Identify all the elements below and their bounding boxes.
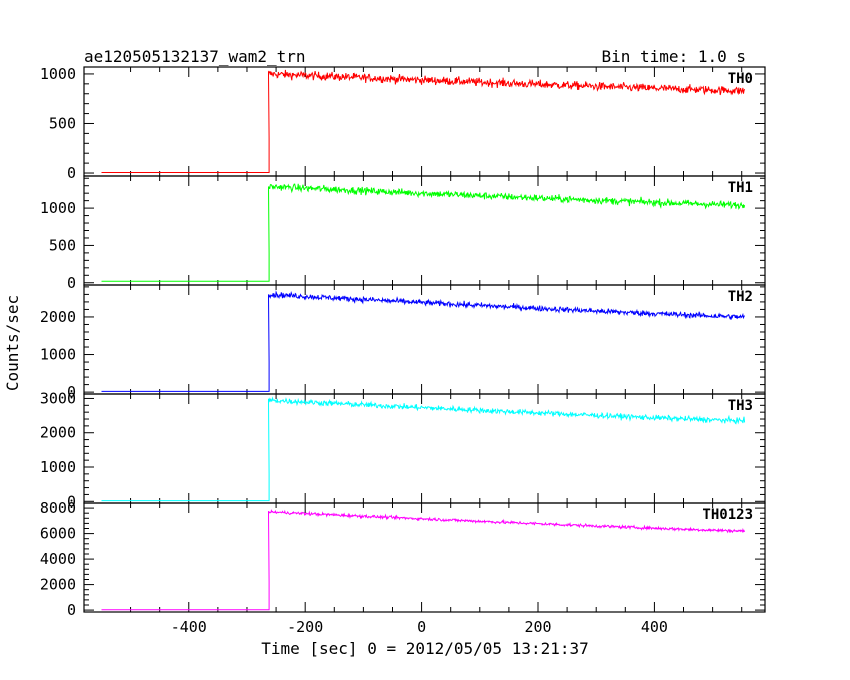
panel-frame [83,175,766,286]
x-tick-label: -200 [287,618,323,636]
series-line-th3 [101,396,746,502]
y-tick-label: 1000 [40,458,76,476]
y-tick-label: 1000 [40,65,76,83]
panel-th2: 0 1000 2000 TH2 [40,284,766,401]
y-tick-label: 8000 [40,499,76,517]
y-tick-label: 0 [67,274,76,292]
panel-th0: 0 500 1000 TH0 [40,65,766,182]
panel-th0123: 0 2000 4000 6000 8000 TH0123 [40,499,766,619]
panel-frame [83,393,766,504]
x-tick-label: 400 [641,618,668,636]
panel-label-th1: TH1 [728,180,753,196]
panel-label-th0: TH0 [728,71,753,87]
series-line-th0123 [101,509,746,611]
y-tick-label: 1000 [40,199,76,217]
y-tick-label: 500 [49,114,76,132]
panel-frame [83,66,766,177]
x-tick-label: 0 [417,618,426,636]
y-tick-label: 500 [49,236,76,254]
y-tick-label: 0 [67,164,76,182]
y-tick-label: 0 [67,383,76,401]
y-tick-label: 0 [67,601,76,619]
y-tick-label: 3000 [40,389,76,407]
y-tick-label: 2000 [40,576,76,594]
y-axis-label: Counts/sec [3,295,22,391]
series-line-th2 [101,290,746,392]
panel-label-th2: TH2 [728,289,753,305]
series-line-th1 [101,183,746,282]
panel-th3: 0 1000 2000 3000 TH3 [40,389,766,510]
panel-th1: 0 500 1000 TH1 [40,175,766,292]
panel-frame [83,502,766,613]
panel-label-th0123: TH0123 [702,507,753,523]
series-line-th0 [101,69,746,173]
panel-label-th3: TH3 [728,398,753,414]
y-tick-label: 1000 [40,346,76,364]
x-tick-label: 200 [524,618,551,636]
y-tick-label: 0 [67,492,76,510]
y-tick-label: 4000 [40,550,76,568]
y-tick-label: 2000 [40,424,76,442]
chart-title-left: ae120505132137_wam2_trn [84,47,306,66]
panel-frame [83,284,766,395]
y-tick-label: 6000 [40,525,76,543]
x-tick-label: -400 [171,618,207,636]
chart-title-right: Bin time: 1.0 s [602,47,747,66]
x-axis-label: Time [sec] 0 = 2012/05/05 13:21:37 [261,639,589,658]
y-tick-label: 2000 [40,308,76,326]
